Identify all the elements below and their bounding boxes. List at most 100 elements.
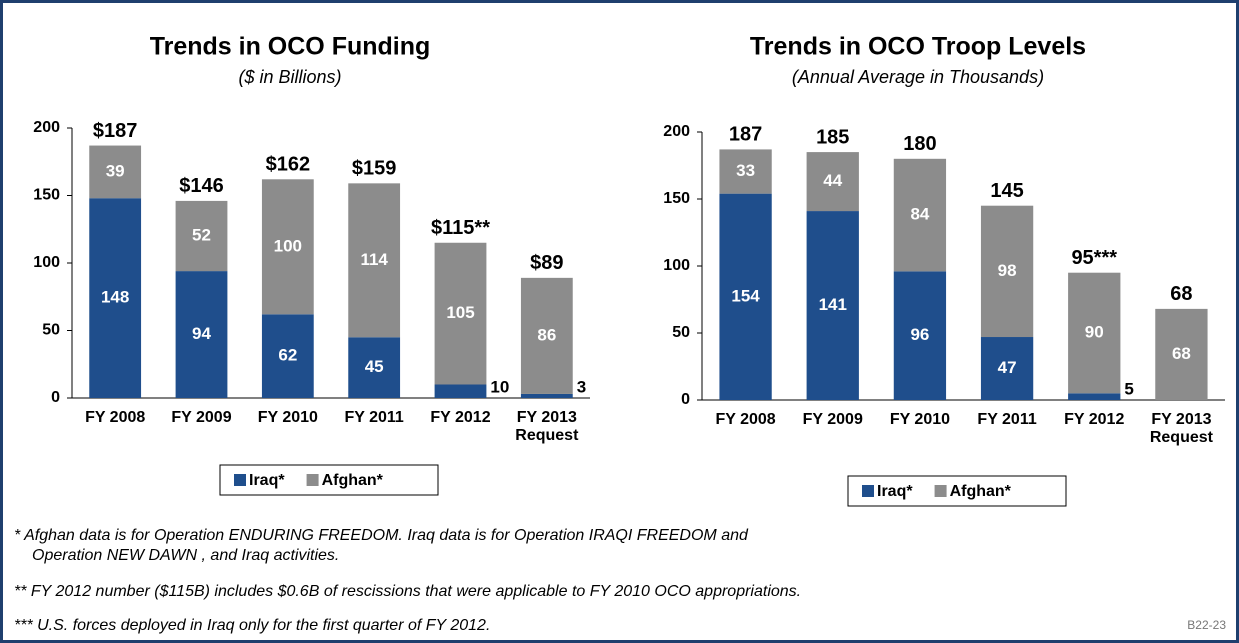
bar-segment (806, 152, 859, 212)
x-tick-label: FY 2013 Request (1150, 411, 1214, 446)
data-label: 68 (1172, 344, 1191, 363)
bar-segment (89, 145, 142, 199)
y-tick-label: 0 (51, 389, 60, 406)
x-tick-label: FY 2009 (171, 409, 231, 426)
total-label: $115** (431, 217, 490, 239)
note: * Afghan data is for Operation ENDURING … (14, 527, 749, 544)
data-label: 86 (537, 325, 556, 344)
bar-segment (175, 271, 228, 398)
data-label: 44 (823, 171, 842, 190)
note: ** FY 2012 number ($115B) includes $0.6B… (14, 583, 801, 600)
chart-subtitle: ($ in Billions) (238, 67, 341, 87)
data-label: 52 (192, 225, 211, 244)
x-tick-label: FY 2012 (1064, 411, 1124, 428)
legend-swatch (934, 485, 947, 497)
data-label: 62 (278, 346, 297, 365)
total-label: $162 (266, 154, 311, 176)
legend-swatch (234, 474, 246, 486)
data-label: 39 (106, 161, 125, 180)
bar-segment (261, 179, 314, 315)
data-label: 45 (365, 357, 384, 376)
bar-segment (89, 198, 142, 398)
chart-title: Trends in OCO Troop Levels (750, 33, 1086, 61)
bar-segment (348, 183, 401, 338)
bar-segment (893, 158, 947, 272)
x-tick-label: FY 2013 Request (515, 409, 579, 444)
legend-box (847, 475, 1067, 507)
y-tick-label: 150 (663, 190, 690, 207)
legend-box (219, 464, 439, 496)
data-label: 98 (998, 261, 1017, 280)
total-label: 185 (816, 126, 849, 148)
legend-label: Afghan* (322, 472, 384, 489)
bar-segment (520, 393, 573, 398)
bar-segment (719, 149, 772, 194)
total-label: $146 (179, 175, 224, 197)
x-tick-label: FY 2010 (258, 409, 318, 426)
bar-segment (980, 205, 1034, 338)
bar-segment (520, 277, 573, 394)
data-label: 154 (731, 286, 760, 305)
data-label: 148 (101, 288, 129, 307)
legend-label: Iraq* (877, 483, 913, 500)
total-label: 68 (1170, 283, 1192, 305)
bar-segment (348, 337, 401, 398)
data-label: 33 (736, 161, 755, 180)
legend-swatch (862, 485, 874, 497)
data-label: 84 (910, 205, 929, 224)
bar-segment (434, 384, 487, 398)
data-label: 141 (819, 295, 847, 314)
bar-segment (1068, 393, 1121, 400)
data-label: 10 (490, 377, 509, 396)
x-tick-label: FY 2011 (977, 411, 1036, 428)
data-label: 3 (577, 377, 586, 396)
data-label: 5 (1124, 379, 1133, 398)
bar-segment (434, 242, 487, 385)
bar-segment (261, 314, 314, 398)
legend-swatch (306, 474, 319, 486)
x-tick-label: FY 2012 (430, 409, 490, 426)
total-label: $89 (530, 252, 563, 274)
total-label: 145 (990, 180, 1023, 202)
y-tick-label: 200 (663, 123, 690, 140)
y-tick-label: 50 (42, 322, 60, 339)
y-tick-label: 100 (33, 254, 60, 271)
total-label: 180 (903, 133, 936, 155)
data-label: 96 (910, 325, 929, 344)
legend-label: Iraq* (249, 472, 285, 489)
legend-label: Afghan* (950, 483, 1012, 500)
x-tick-label: FY 2010 (890, 411, 950, 428)
x-tick-label: FY 2008 (715, 411, 775, 428)
bar-segment (980, 337, 1034, 400)
data-label: 47 (998, 358, 1017, 377)
bar-segment (1155, 308, 1208, 400)
note: Operation NEW DAWN , and Iraq activities… (32, 547, 339, 564)
total-label: 95*** (1071, 247, 1117, 269)
chart-title: Trends in OCO Funding (150, 33, 431, 61)
data-label: 100 (274, 236, 302, 255)
data-label: 114 (360, 250, 388, 269)
bar-segment (1068, 272, 1121, 394)
total-label: 187 (729, 124, 762, 146)
bar-segment (175, 200, 228, 272)
y-tick-label: 0 (681, 391, 690, 408)
x-tick-label: FY 2011 (345, 409, 404, 426)
x-tick-label: FY 2008 (85, 409, 145, 426)
y-tick-label: 150 (33, 187, 60, 204)
bar-segment (893, 271, 947, 400)
bar-segment (719, 193, 772, 400)
y-tick-label: 200 (33, 119, 60, 136)
note: *** U.S. forces deployed in Iraq only fo… (14, 617, 490, 634)
total-label: $159 (352, 158, 397, 180)
y-tick-label: 100 (663, 257, 690, 274)
chart-subtitle: (Annual Average in Thousands) (792, 67, 1044, 87)
data-label: 94 (192, 324, 211, 343)
data-label: 105 (446, 303, 474, 322)
bar-segment (806, 211, 859, 400)
x-tick-label: FY 2009 (803, 411, 863, 428)
y-tick-label: 50 (672, 324, 690, 341)
data-label: 90 (1085, 322, 1104, 341)
total-label: $187 (93, 120, 138, 142)
slide-code: B22-23 (1187, 618, 1226, 632)
